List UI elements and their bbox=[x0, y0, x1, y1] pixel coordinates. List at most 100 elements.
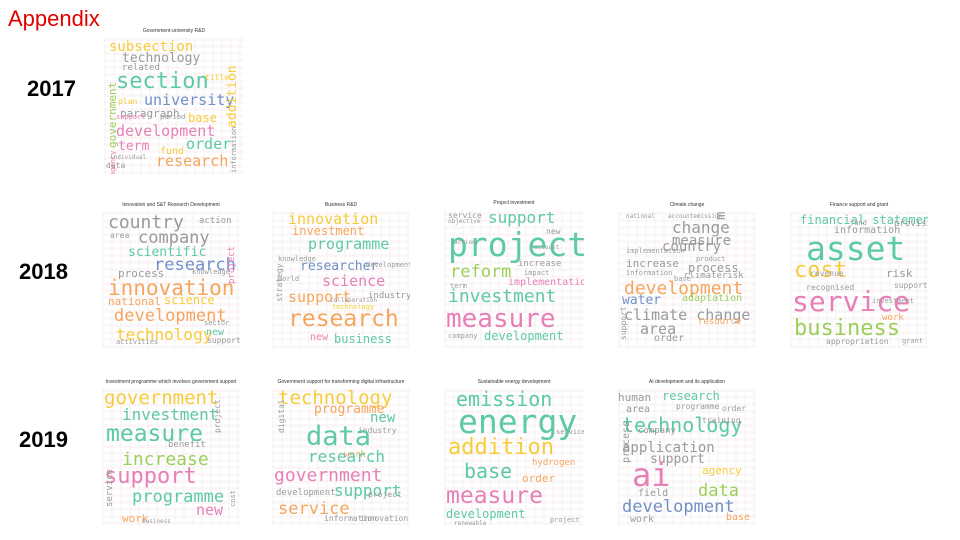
wordcloud-word: process bbox=[688, 261, 739, 275]
wordcloud-word: measure bbox=[672, 233, 732, 249]
wordcloud-word: company bbox=[448, 332, 478, 340]
wordcloud-title: AI development and its application bbox=[648, 379, 726, 385]
wordcloud-word: development bbox=[276, 488, 336, 498]
wordcloud-word: country bbox=[108, 212, 184, 233]
wordcloud-title: Finance support and grant bbox=[829, 202, 889, 208]
wordcloud-canvas: country action company scientific research pr… bbox=[102, 212, 240, 348]
wordcloud-word: knowledge bbox=[278, 255, 316, 263]
wordcloud-word: appropriation bbox=[826, 337, 889, 346]
wordcloud-word: subsection bbox=[109, 39, 194, 55]
wordcloud-word: business bbox=[334, 332, 392, 346]
wordcloud-word: water bbox=[622, 293, 662, 308]
wordcloud-word: technology bbox=[332, 303, 375, 311]
wordcloud-word: knowledge bbox=[192, 268, 230, 276]
wordcloud-word: business bbox=[794, 316, 900, 341]
wordcloud-word: technology bbox=[116, 325, 213, 344]
wordcloud-title: Project investment bbox=[493, 200, 535, 206]
wordcloud-word: title bbox=[205, 73, 230, 82]
wordcloud-word: research bbox=[308, 447, 386, 466]
wordcloud-word: provision bbox=[894, 219, 928, 229]
wordcloud-word: researcher bbox=[300, 259, 379, 274]
wordcloud-word: project bbox=[227, 246, 237, 284]
wordcloud-word: company bbox=[638, 426, 676, 436]
wordcloud-word: project bbox=[550, 516, 580, 524]
wordcloud-word: ai bbox=[632, 456, 671, 494]
wordcloud-word: paragraph bbox=[120, 107, 180, 120]
wordcloud-word: government bbox=[104, 389, 219, 409]
wordcloud-word: new bbox=[546, 227, 561, 236]
wordcloud-word: work bbox=[344, 450, 366, 460]
wordcloud-canvas: national accountemissionchangemanagement m… bbox=[618, 212, 756, 348]
wordcloud-word: industry bbox=[368, 291, 410, 301]
wordcloud-word: term bbox=[450, 282, 467, 290]
wordcloud-word: reform bbox=[450, 262, 512, 282]
wordcloud-word: individual bbox=[110, 154, 147, 161]
wordcloud-title: Climate change bbox=[669, 202, 705, 208]
wordcloud-word: support bbox=[116, 113, 146, 121]
wordcloud-word: related bbox=[122, 63, 160, 73]
wordcloud-word: innovation bbox=[288, 212, 379, 228]
wordcloud-word: fund bbox=[160, 146, 185, 157]
wordcloud-word: information bbox=[230, 126, 238, 173]
wordcloud-word: project bbox=[448, 225, 584, 264]
wordcloud-word: research bbox=[156, 152, 229, 170]
wordcloud-word: data bbox=[306, 421, 372, 452]
wordcloud-word: fund bbox=[850, 219, 867, 227]
wordcloud-word: investment bbox=[448, 286, 557, 307]
wordcloud-word: service bbox=[556, 428, 584, 436]
wordcloud-word: development bbox=[622, 497, 735, 517]
wordcloud-word: technology bbox=[278, 389, 393, 409]
wordcloud-word: strategy bbox=[275, 263, 284, 302]
wordcloud-word: support bbox=[650, 452, 705, 467]
wordcloud-word: research bbox=[154, 255, 236, 275]
year-label-2019: 2019 bbox=[19, 427, 68, 452]
wordcloud-word: service bbox=[105, 469, 115, 507]
wordcloud-word: new bbox=[206, 327, 225, 338]
wordcloud-word: service bbox=[278, 499, 350, 519]
wordcloud-word: science bbox=[164, 293, 215, 307]
wordcloud-word: investment bbox=[122, 405, 219, 424]
year-label-2017: 2017 bbox=[27, 76, 76, 101]
wordcloud-word: field bbox=[638, 488, 669, 499]
wordcloud-word: development bbox=[366, 261, 410, 269]
wordcloud-word: new bbox=[196, 501, 224, 519]
wordcloud-word: asset bbox=[806, 229, 906, 268]
wordcloud-word: university bbox=[144, 91, 235, 109]
wordcloud-word: impact bbox=[524, 269, 550, 277]
wordcloud-word: objective bbox=[448, 218, 481, 225]
wordcloud-word: activities bbox=[116, 338, 159, 346]
wordcloud-word: addition bbox=[448, 435, 554, 460]
wordcloud-word: support bbox=[334, 481, 402, 500]
wordcloud-climate-change: Climate change national accountemission ch… bbox=[618, 202, 756, 348]
wordcloud-innovation-st-research: Innovation and S&T Research Development … bbox=[102, 202, 240, 348]
wordcloud-word: emission bbox=[456, 389, 553, 411]
wordcloud-word: programme bbox=[308, 235, 390, 253]
wordcloud-word: sector bbox=[204, 319, 230, 327]
wordcloud-digital-infrastructure: Government support for transforming digi… bbox=[272, 379, 410, 525]
wordcloud-canvas: subsection technology related section univer… bbox=[104, 38, 244, 174]
wordcloud-word: energy bbox=[458, 402, 578, 441]
wordcloud-word: accountemission bbox=[668, 213, 723, 220]
wordcloud-word: development bbox=[484, 329, 564, 343]
wordcloud-word: term bbox=[118, 139, 150, 154]
wordcloud-canvas: technology programme new industry digital dat… bbox=[272, 389, 410, 525]
wordcloud-word: information bbox=[324, 514, 377, 523]
wordcloud-word: support bbox=[104, 464, 197, 489]
wordcloud-word: increase bbox=[518, 259, 562, 269]
wordcloud-word: measure bbox=[446, 304, 556, 334]
wordcloud-word: programme bbox=[676, 402, 720, 411]
wordcloud-word: investment bbox=[872, 297, 915, 305]
wordcloud-word: programme bbox=[314, 402, 385, 417]
wordcloud-word: area bbox=[110, 231, 130, 240]
wordcloud-word: research bbox=[288, 306, 399, 332]
wordcloud-word: new bbox=[370, 410, 396, 426]
wordcloud-word: company bbox=[138, 228, 210, 248]
wordcloud-word: innovation bbox=[360, 514, 409, 523]
wordcloud-word: base bbox=[674, 275, 691, 283]
wordcloud-word: service bbox=[792, 285, 911, 318]
wordcloud-word: data bbox=[698, 481, 739, 501]
wordcloud-word: work bbox=[630, 514, 655, 525]
wordcloud-word: world bbox=[278, 275, 300, 283]
wordcloud-word: plan bbox=[118, 97, 138, 106]
wordcloud-word: technology bbox=[122, 51, 201, 66]
